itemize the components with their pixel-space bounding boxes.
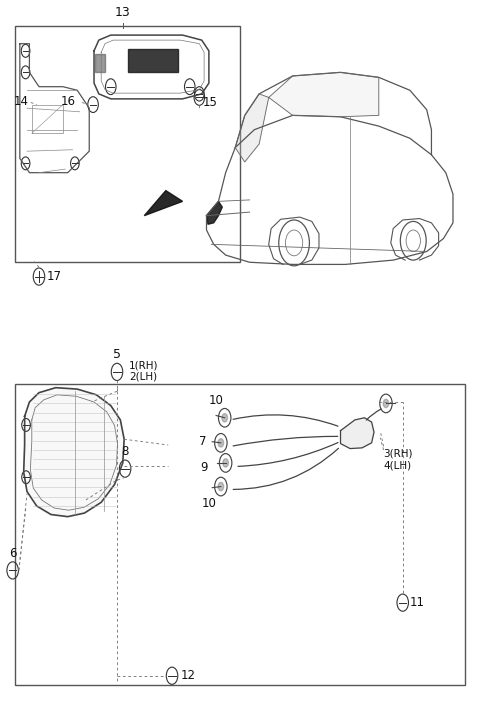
Polygon shape [269,73,379,117]
Polygon shape [144,190,182,215]
Text: 5: 5 [113,348,121,361]
Polygon shape [235,94,269,162]
Text: 12: 12 [180,669,196,682]
Bar [95,55,105,73]
Text: 1(RH)
2(LH): 1(RH) 2(LH) [129,360,158,382]
Text: 7: 7 [199,435,206,448]
Text: 11: 11 [409,596,424,609]
Polygon shape [206,201,222,224]
Bar [128,49,178,73]
Text: 13: 13 [115,6,131,19]
Bar [15,26,240,262]
Text: 10: 10 [202,497,216,510]
Circle shape [383,399,389,408]
Text: 6: 6 [9,546,16,559]
Circle shape [223,459,228,467]
Circle shape [218,482,224,490]
Text: 17: 17 [47,270,62,283]
Bar [15,384,465,685]
Text: 3(RH)
4(LH): 3(RH) 4(LH) [384,449,413,470]
Circle shape [218,439,224,447]
Polygon shape [24,388,124,517]
Text: 14: 14 [13,95,28,108]
Text: 8: 8 [121,445,129,458]
Text: 16: 16 [61,95,76,108]
Polygon shape [340,418,374,449]
Text: 9: 9 [200,462,207,475]
Text: 15: 15 [203,96,218,109]
Circle shape [222,414,228,422]
Text: 10: 10 [209,394,224,407]
